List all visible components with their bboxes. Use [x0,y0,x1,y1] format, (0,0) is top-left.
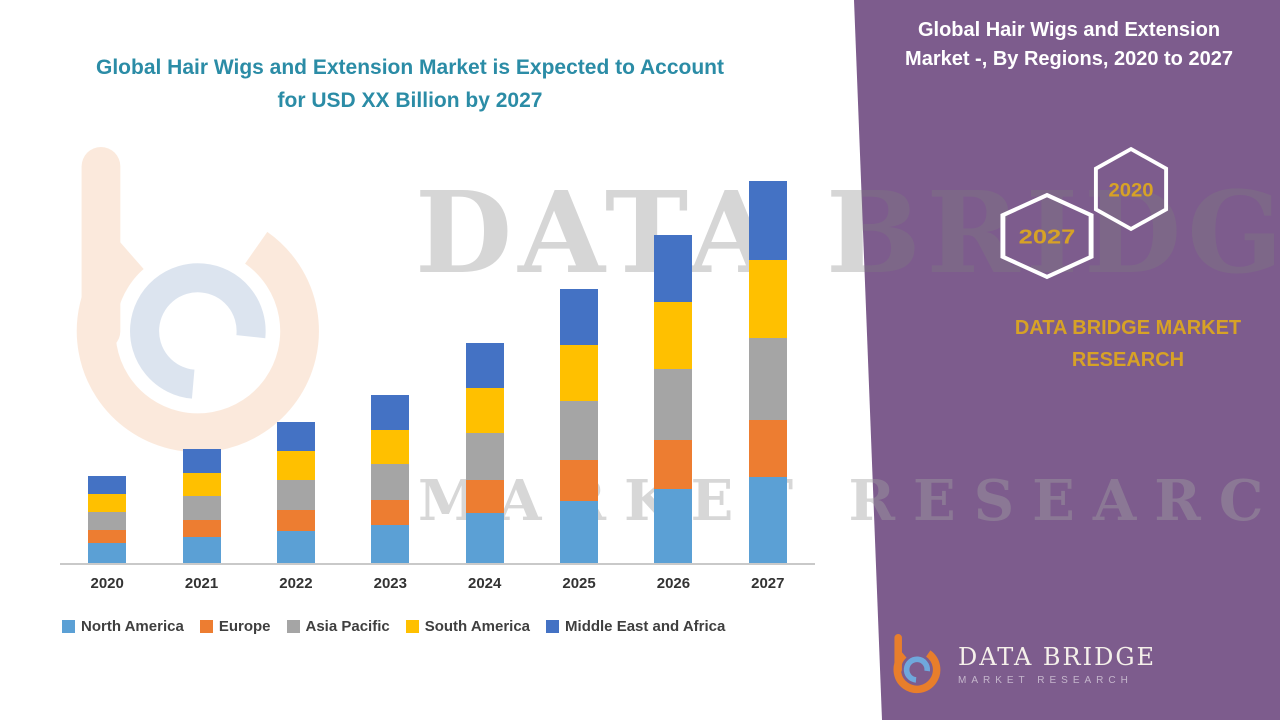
watermark-text-databridge: DATA BRIDGE [415,168,1280,299]
dbmr-logo-icon [893,634,941,694]
bar-segment-south-america [465,388,504,433]
panel-title-line2: Market -, By Regions, 2020 to 2027 [905,48,1233,70]
legend-label: Asia Pacific [305,618,390,635]
bar-2024 [465,343,504,563]
x-axis-line [60,563,815,565]
legend-label: North America [81,618,184,635]
legend-item-south-america: South America [405,618,531,635]
bar-segment-middle-east-and-africa [182,449,221,473]
x-axis-label-2020: 2020 [90,575,124,592]
footer-logo: DATA BRIDGE MARKET RESEARCH [886,634,1156,694]
dbmr-logo-watermark-icon [76,147,319,453]
bar-segment-asia-pacific [748,338,787,420]
bar-segment-asia-pacific [560,401,599,460]
right-panel [854,0,1280,720]
bar-segment-europe [560,460,599,501]
legend-swatch-icon [546,620,560,633]
footer-logo-words: DATA BRIDGE MARKET RESEARCH [958,643,1156,686]
bar-2021 [182,449,221,563]
bar-segment-asia-pacific [371,464,410,500]
bar-segment-north-america [654,489,693,563]
bar-segment-europe [182,520,221,537]
x-axis-label-2022: 2022 [279,575,313,592]
legend-label: South America [424,618,531,635]
bar-segment-europe [654,440,693,489]
bar-segment-europe [748,420,787,477]
bar-2022 [276,422,315,563]
bar-segment-middle-east-and-africa [276,422,315,451]
bar-segment-north-america [465,513,504,563]
legend-swatch-icon [62,620,75,633]
x-axis-label-2021: 2021 [184,575,219,592]
hexagon-2027-icon: 2027 [1000,192,1094,280]
bar-segment-north-america [371,525,410,563]
x-axis-label-2025: 2025 [562,575,596,592]
bar-segment-south-america [371,430,410,464]
x-axis-label-2027: 2027 [751,575,785,592]
bar-segment-south-america [276,451,315,480]
bar-segment-asia-pacific [88,512,127,530]
legend-item-europe: Europe [199,618,271,635]
bar-2025 [560,289,599,563]
legend-label: Europe [218,618,271,635]
legend-label: Middle East and Africa [565,618,726,635]
bar-segment-middle-east-and-africa [88,476,127,494]
bar-2026 [654,235,693,563]
footer-logo-brand: DATA BRIDGE [958,642,1157,671]
footer-logo-subbrand: MARKET RESEARCH [958,674,1133,686]
bar-segment-south-america [182,473,221,496]
bar-segment-asia-pacific [654,369,693,440]
chart-title: Global Hair Wigs and Extension Market is… [60,52,760,117]
bar-segment-north-america [560,501,599,563]
bar-segment-south-america [88,494,127,512]
legend-item-middle-east-and-africa: Middle East and Africa [546,618,725,635]
bar-2020 [88,476,127,563]
bar-segment-europe [88,530,127,543]
bar-segment-middle-east-and-africa [654,235,693,302]
panel-title-line1: Global Hair Wigs and Extension [917,19,1221,41]
hexagon-2027-label: 2027 [1019,225,1076,248]
bar-segment-asia-pacific [465,433,504,480]
x-axis-label-2024: 2024 [468,575,502,592]
legend-item-north-america: North America [62,618,184,635]
bar-segment-south-america [654,302,693,369]
bar-segment-north-america [182,537,221,563]
bar-2023 [371,395,410,563]
bar-segment-north-america [88,543,127,563]
x-axis-label-2026: 2026 [656,575,691,592]
bar-segment-middle-east-and-africa [371,395,410,430]
bar-segment-south-america [560,345,599,401]
x-axis-label-2023: 2023 [373,575,407,592]
chart-legend: North America Europe Asia Pacific South Ame… [62,618,822,635]
legend-swatch-icon [405,620,419,633]
bar-segment-middle-east-and-africa [748,181,787,260]
legend-swatch-icon [199,620,213,633]
hexagon-2020-icon: 2020 [1093,146,1169,232]
bar-segment-north-america [276,531,315,563]
bar-segment-europe [276,510,315,531]
panel-title: Global Hair Wigs and Extension Market -,… [870,16,1268,74]
bar-segment-middle-east-and-africa [560,289,599,345]
bar-segment-europe [371,500,410,525]
bar-segment-south-america [748,260,787,338]
chart-title-line1: Global Hair Wigs and Extension Market is… [96,56,724,79]
bar-segment-north-america [748,477,787,563]
bar-segment-middle-east-and-africa [465,343,504,388]
bar-2027 [748,181,787,563]
panel-brand-text: DATA BRIDGE MARKET RESEARCH [1014,317,1242,371]
bar-segment-asia-pacific [276,480,315,510]
legend-item-asia-pacific: Asia Pacific [286,618,390,635]
chart-title-line2: for USD XX Billion by 2027 [277,88,543,112]
legend-swatch-icon [286,620,300,633]
bar-segment-asia-pacific [182,496,221,520]
bar-segment-europe [465,480,504,513]
hexagon-2020-label: 2020 [1108,180,1153,202]
right-panel-content: Global Hair Wigs and Extension Market -,… [840,0,1280,720]
stacked-bar-chart: 2020 2021 2022 2023 2024 2025 2026 2027 [60,170,815,592]
